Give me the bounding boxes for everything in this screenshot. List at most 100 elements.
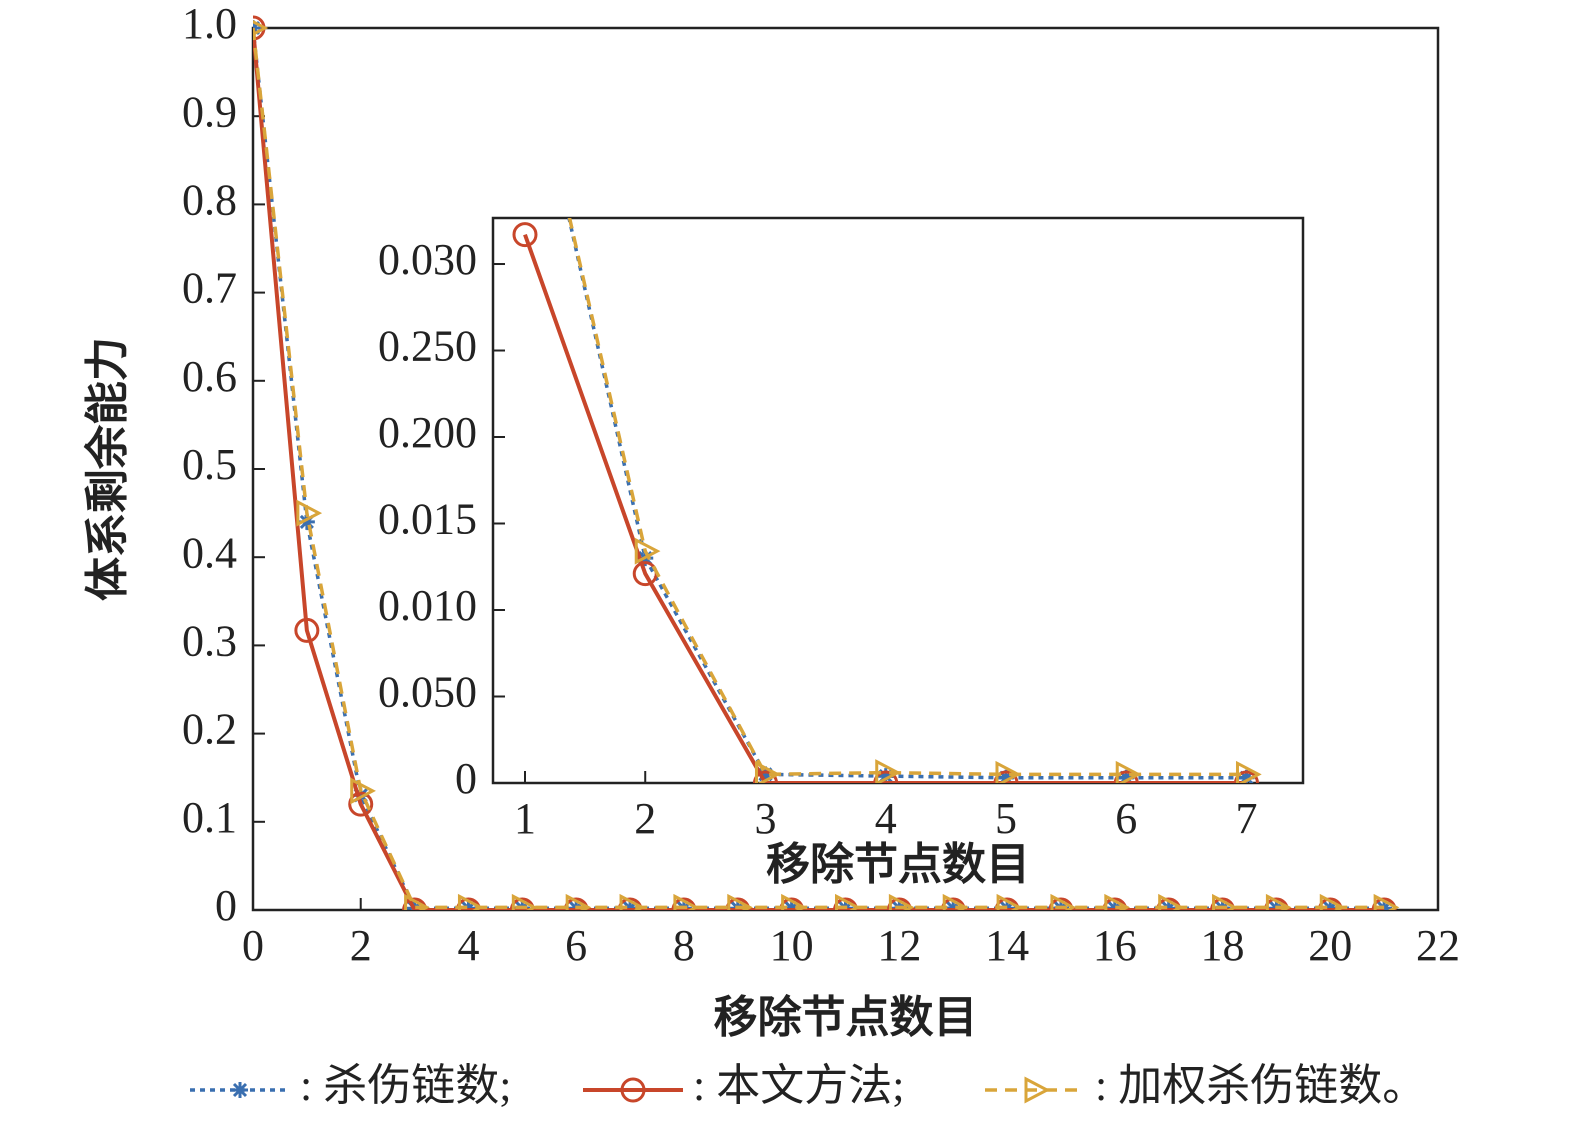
marker [1024, 1076, 1051, 1104]
marker [620, 1077, 646, 1103]
marker [757, 766, 774, 783]
marker [1102, 897, 1128, 910]
plot-area [253, 15, 1400, 910]
marker [1376, 900, 1393, 910]
marker [253, 20, 269, 36]
x-tick-label: 20 [1308, 921, 1352, 970]
marker [1263, 897, 1289, 910]
marker [1265, 893, 1292, 910]
marker [1113, 770, 1139, 783]
marker [833, 897, 858, 910]
y-axis-label: 体系剩余能力 [82, 337, 132, 601]
x-tick-label: 18 [1201, 921, 1245, 970]
marker [1210, 897, 1236, 910]
marker [404, 893, 430, 910]
marker [1115, 760, 1142, 783]
x-tick-label: 4 [875, 794, 897, 843]
marker [1212, 893, 1238, 910]
x-tick-label: 6 [565, 921, 587, 970]
y-tick-label: 1.0 [182, 0, 237, 48]
y-tick-label: 0.7 [182, 264, 237, 313]
series-line [253, 27, 1385, 910]
marker [994, 897, 1020, 910]
series-line [567, 218, 1247, 777]
x-tick-label: 22 [1416, 921, 1460, 970]
marker [877, 768, 894, 783]
x-tick-label: 2 [350, 921, 372, 970]
marker [509, 897, 535, 910]
marker [888, 893, 915, 910]
marker [1050, 893, 1077, 910]
marker [673, 893, 700, 910]
marker [402, 897, 428, 910]
marker [457, 893, 484, 910]
marker [940, 897, 966, 910]
y-tick-label: 0.200 [378, 408, 477, 457]
marker [1319, 893, 1346, 910]
x-tick-label: 8 [673, 921, 695, 970]
x-tick-label: 6 [1115, 794, 1137, 843]
y-tick-label: 0.2 [182, 705, 237, 754]
marker [835, 893, 861, 910]
marker [619, 893, 646, 910]
marker [725, 897, 751, 910]
marker [617, 897, 643, 910]
marker [873, 770, 899, 783]
marker [634, 537, 661, 565]
marker [1373, 893, 1400, 910]
marker [294, 617, 320, 643]
marker [1156, 897, 1182, 910]
marker [1118, 769, 1135, 783]
marker [997, 769, 1014, 783]
x-tick-label: 1 [514, 794, 536, 843]
marker [1238, 769, 1255, 783]
marker [754, 760, 781, 783]
x-tick-label: 14 [985, 921, 1029, 970]
y-tick-label: 0.6 [182, 352, 237, 401]
y-tick-label: 0.030 [378, 235, 477, 284]
marker [563, 897, 589, 910]
y-tick-label: 0.1 [182, 793, 237, 842]
series-line [523, 233, 1247, 783]
x-tick-label: 16 [1093, 921, 1137, 970]
y-tick-label: 0.5 [182, 440, 237, 489]
marker [1235, 760, 1262, 783]
marker [727, 893, 754, 910]
inset-background [493, 218, 1303, 783]
marker [1233, 770, 1259, 783]
x-tick-label: 3 [754, 794, 776, 843]
y-tick-label: 0.250 [378, 322, 477, 371]
marker [1317, 897, 1343, 910]
x-tick-label: 12 [877, 921, 921, 970]
marker [296, 499, 323, 527]
x-tick-label: 4 [457, 921, 479, 970]
y-tick-label: 0.3 [182, 616, 237, 665]
marker [1158, 893, 1184, 910]
marker [1104, 893, 1131, 910]
y-tick-label: 0.4 [182, 528, 237, 577]
x-tick-label: 0 [242, 921, 264, 970]
legend-label: : 本文方法; [693, 1061, 904, 1110]
y-tick-label: 0.8 [182, 175, 237, 224]
marker [516, 11, 537, 33]
marker [781, 893, 807, 910]
marker [350, 777, 376, 805]
y-tick-label: 0.9 [182, 87, 237, 136]
marker [993, 770, 1019, 783]
marker [995, 760, 1022, 783]
marker [875, 759, 901, 783]
marker [348, 791, 374, 817]
x-axis-label: 移除节点数目 [766, 840, 1030, 889]
marker [671, 897, 697, 910]
y-tick-label: 0.050 [378, 668, 477, 717]
plot-area [512, 11, 1262, 783]
y-tick-label: 0 [215, 881, 237, 930]
marker [232, 1082, 248, 1098]
marker [352, 787, 369, 804]
x-tick-label: 2 [634, 794, 656, 843]
legend-label: : 加权杀伤链数。 [1095, 1061, 1426, 1110]
y-tick-label: 0.015 [378, 495, 477, 544]
y-tick-label: 0 [455, 754, 477, 803]
x-tick-label: 10 [770, 921, 814, 970]
